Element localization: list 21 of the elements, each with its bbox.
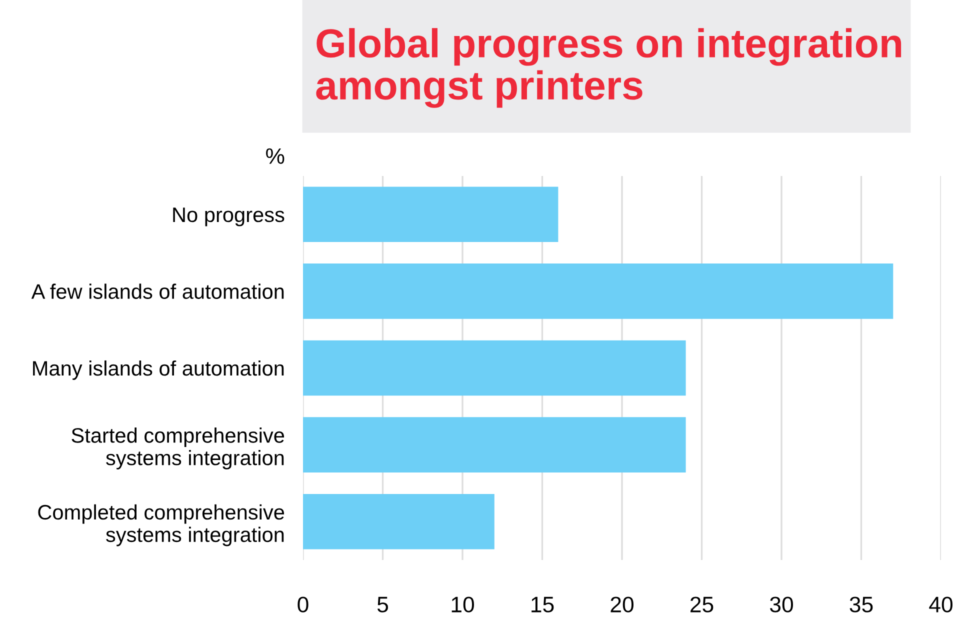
- bar: [303, 186, 558, 242]
- x-tick-label: 35: [850, 596, 873, 612]
- x-tick-label: 0: [298, 596, 308, 612]
- y-tick-label: Many islands of automation: [33, 360, 284, 380]
- y-tick-label: No progress: [173, 208, 284, 226]
- x-tick-label: 10: [452, 596, 474, 612]
- bar: [303, 494, 494, 550]
- y-tick-label: A few islands of automation: [31, 284, 284, 299]
- bar: [303, 417, 686, 472]
- y-tick-label: Completed comprehensive systems integration: [38, 504, 284, 546]
- y-tick-label: Started comprehensive systems integration: [72, 428, 284, 470]
- x-tick-label: 25: [690, 596, 714, 612]
- x-tick-label: 5: [377, 596, 388, 612]
- bar: [303, 340, 686, 396]
- chart-title: Global progress on integration amongst printers: [316, 28, 902, 108]
- x-tick-label: 15: [532, 596, 554, 612]
- x-tick-label: 30: [770, 596, 793, 612]
- bar: [303, 264, 894, 319]
- x-axis-title: %: [266, 148, 284, 164]
- x-tick-label: 40: [929, 596, 952, 612]
- x-tick-label: 20: [610, 596, 634, 612]
